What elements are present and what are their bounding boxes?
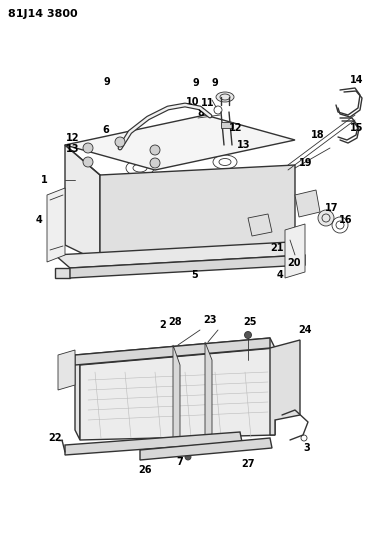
Text: 14: 14 [350, 75, 364, 85]
Text: 18: 18 [311, 130, 325, 140]
Circle shape [150, 158, 160, 168]
Text: 1: 1 [41, 175, 47, 185]
Text: 27: 27 [241, 459, 255, 469]
Text: 15: 15 [350, 123, 364, 133]
Circle shape [318, 210, 334, 226]
Text: 8: 8 [197, 108, 204, 118]
Polygon shape [47, 188, 65, 262]
Polygon shape [65, 432, 242, 455]
Polygon shape [55, 242, 305, 268]
Text: 5: 5 [192, 270, 198, 280]
Polygon shape [55, 268, 70, 278]
Polygon shape [75, 338, 270, 365]
Text: 22: 22 [48, 433, 62, 443]
Text: 4: 4 [36, 215, 42, 225]
Polygon shape [270, 340, 300, 435]
Polygon shape [285, 224, 305, 278]
Text: 12: 12 [229, 123, 243, 133]
Polygon shape [295, 190, 320, 217]
Circle shape [244, 332, 251, 338]
Text: 9: 9 [104, 77, 110, 87]
Polygon shape [75, 338, 275, 365]
Text: 2: 2 [159, 320, 166, 330]
Text: 25: 25 [243, 317, 257, 327]
Circle shape [83, 157, 93, 167]
Text: 3: 3 [304, 443, 310, 453]
Text: 21: 21 [270, 243, 284, 253]
Text: 16: 16 [339, 215, 353, 225]
Text: 6: 6 [102, 125, 109, 135]
Polygon shape [65, 145, 100, 262]
Circle shape [150, 145, 160, 155]
Text: 81J14 3800: 81J14 3800 [8, 9, 78, 19]
Text: 10: 10 [186, 97, 200, 107]
Polygon shape [58, 350, 75, 390]
Text: 28: 28 [168, 317, 182, 327]
Polygon shape [173, 345, 180, 440]
Polygon shape [221, 122, 233, 128]
Polygon shape [80, 348, 275, 440]
Circle shape [115, 137, 125, 147]
Ellipse shape [216, 92, 234, 102]
Polygon shape [205, 342, 212, 437]
Text: 11: 11 [201, 98, 215, 108]
Text: 23: 23 [203, 315, 217, 325]
Text: 24: 24 [298, 325, 312, 335]
Text: 13: 13 [66, 144, 80, 154]
Text: 12: 12 [66, 133, 80, 143]
Text: 13: 13 [237, 140, 251, 150]
Polygon shape [140, 438, 272, 460]
Text: 9: 9 [192, 78, 199, 88]
Text: 4: 4 [277, 270, 283, 280]
Polygon shape [100, 165, 295, 262]
Text: 19: 19 [299, 158, 313, 168]
Text: 7: 7 [177, 457, 184, 467]
Text: 9: 9 [211, 78, 218, 88]
Polygon shape [70, 255, 305, 278]
Polygon shape [65, 115, 295, 170]
Circle shape [185, 454, 191, 460]
Text: 17: 17 [325, 203, 339, 213]
Polygon shape [75, 355, 80, 440]
Circle shape [83, 143, 93, 153]
Text: 20: 20 [287, 258, 301, 268]
Polygon shape [248, 214, 272, 236]
Text: 26: 26 [138, 465, 152, 475]
